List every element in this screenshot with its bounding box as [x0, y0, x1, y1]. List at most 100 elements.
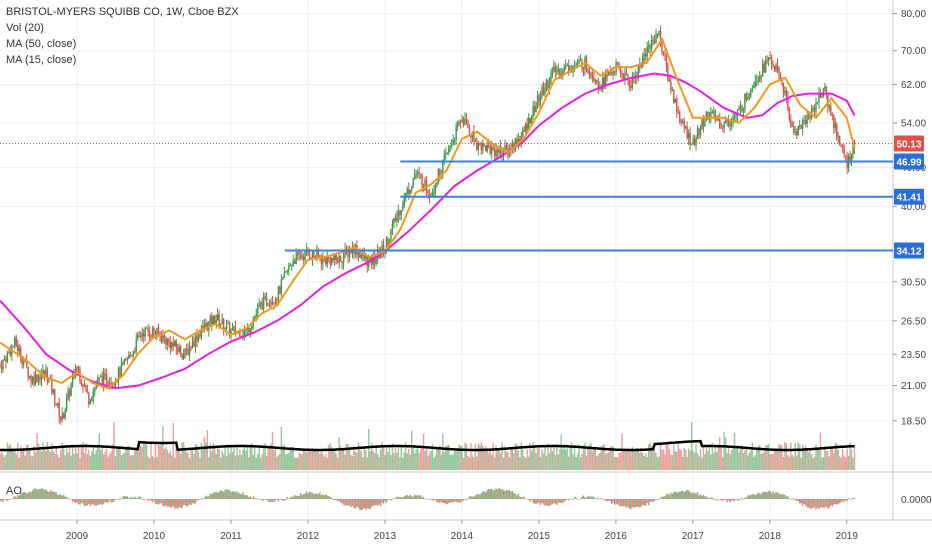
ao-bar	[782, 494, 785, 499]
ao-bar	[280, 499, 283, 501]
ao-bar	[299, 493, 302, 499]
candle-body	[405, 193, 407, 198]
candle-body	[585, 57, 588, 69]
candle-body	[799, 125, 801, 127]
candle-body	[234, 326, 237, 334]
ao-bar	[409, 494, 411, 499]
ao-bar	[606, 499, 608, 502]
candle-body	[397, 211, 400, 217]
candle-body	[544, 89, 546, 95]
candle-body	[400, 210, 403, 215]
volume-bar	[184, 447, 186, 470]
ao-bar	[148, 499, 151, 501]
volume-bar	[68, 446, 71, 470]
ao-bar	[630, 499, 632, 510]
ao-bar	[33, 488, 35, 499]
ao-bar	[723, 499, 725, 501]
price-tick-label: 26.50	[901, 316, 926, 327]
volume-bar	[761, 452, 764, 470]
ao-bar	[399, 496, 401, 499]
ao-bar	[92, 499, 94, 505]
candle-body	[341, 261, 343, 263]
candle-body	[209, 316, 211, 322]
ao-bar	[76, 499, 78, 503]
ao-bar	[98, 499, 100, 505]
volume-bar	[563, 444, 565, 470]
ao-bar	[102, 499, 105, 504]
ao-bar	[239, 493, 241, 499]
ao-bar	[184, 499, 186, 506]
volume-bar	[336, 457, 339, 470]
volume-bar	[276, 456, 278, 470]
candle-body	[695, 138, 697, 145]
candle-body	[724, 121, 727, 124]
candle-body	[499, 146, 502, 154]
ao-bar	[741, 497, 743, 499]
ao-bar	[222, 491, 225, 499]
ao-bar	[365, 499, 367, 510]
volume-bar	[302, 449, 305, 470]
candle-body	[262, 296, 265, 310]
volume-bar	[538, 448, 540, 470]
ao-bar	[348, 499, 351, 506]
volume-bar	[633, 449, 635, 470]
candle-body	[465, 118, 468, 122]
candle-body	[98, 377, 100, 380]
volume-bar	[498, 448, 500, 470]
volume-bar	[94, 453, 96, 470]
volume-bar	[332, 450, 334, 470]
candle-body	[60, 417, 62, 420]
ao-bar	[824, 499, 826, 508]
volume-bar	[126, 445, 129, 470]
candle-body	[382, 245, 385, 254]
ao-bar	[556, 499, 558, 506]
volume-bar	[197, 451, 200, 470]
candle-body	[827, 94, 829, 107]
volume-bar	[575, 457, 577, 470]
ao-bar	[525, 499, 527, 500]
ao-bar	[772, 491, 774, 499]
ao-bar	[550, 499, 552, 505]
ao-bar	[51, 491, 53, 499]
volume-bar	[461, 446, 463, 470]
volume-bar	[71, 444, 74, 470]
volume-bar	[593, 449, 595, 470]
volume-bar	[486, 449, 488, 470]
ao-bar	[788, 498, 791, 500]
candle-body	[742, 108, 745, 112]
ao-bar	[322, 494, 324, 499]
candle-body	[794, 131, 796, 133]
volume-bar	[51, 443, 53, 470]
ao-bar	[754, 495, 756, 499]
candle-body	[282, 277, 284, 280]
volume-bar	[424, 450, 426, 470]
volume-bar	[67, 452, 69, 470]
ao-bar	[373, 499, 376, 506]
candle-body	[769, 57, 771, 59]
candle-body	[58, 403, 60, 418]
ao-bar	[827, 499, 829, 509]
candle-body	[819, 93, 822, 98]
candle-body	[671, 90, 674, 92]
candle-body	[37, 376, 40, 382]
volume-bar	[456, 449, 459, 470]
volume-bar	[687, 448, 690, 470]
volume-bar	[79, 457, 81, 470]
candle-body	[750, 89, 752, 96]
candle-body	[485, 145, 487, 152]
ao-bar	[405, 495, 407, 499]
candle-body	[80, 380, 83, 384]
volume-bar	[653, 448, 656, 470]
candle-body	[612, 71, 614, 75]
ao-bar	[131, 496, 133, 499]
volume-bar	[591, 451, 594, 470]
ao-bar	[175, 499, 177, 509]
ao-bar	[850, 498, 853, 500]
candle-body	[705, 111, 708, 122]
volume-bar	[17, 442, 19, 470]
volume-bar	[742, 453, 745, 470]
candle-body	[117, 368, 120, 382]
ao-bar	[452, 499, 454, 503]
candle-body	[551, 70, 554, 75]
